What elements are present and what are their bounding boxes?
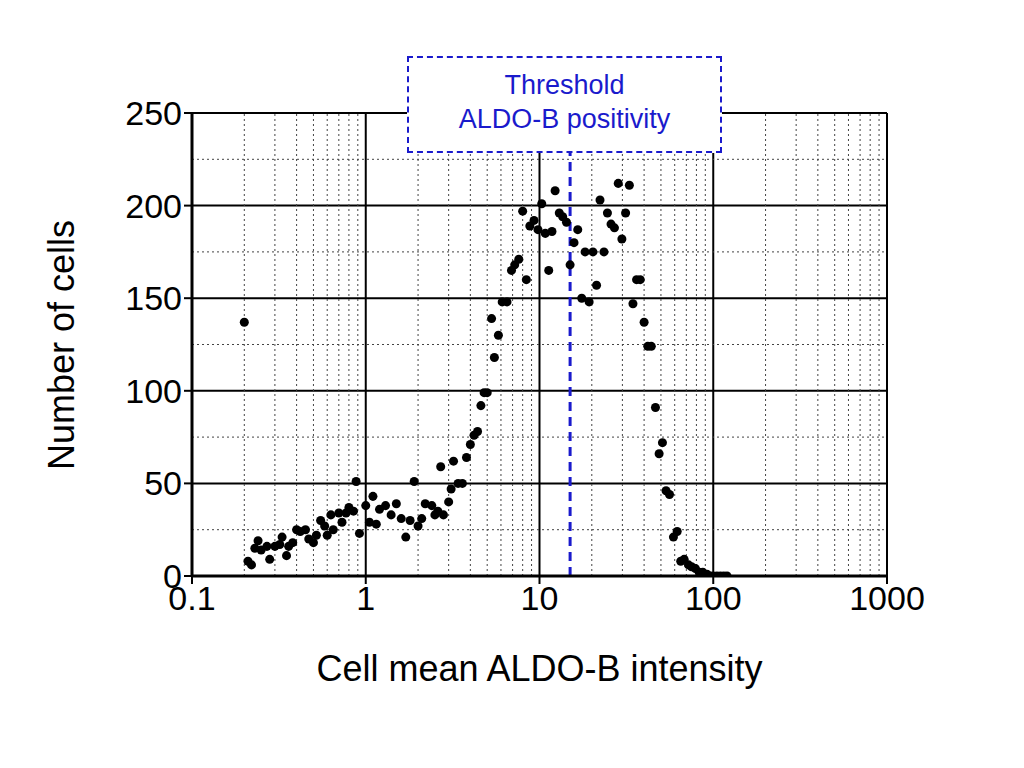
html-text:Threshold: Threshold	[504, 70, 625, 100]
svg-text:1: 1	[356, 579, 375, 617]
svg-text:0.1: 0.1	[168, 579, 216, 618]
svg-text:50: 50	[144, 464, 182, 502]
html-text:Cell mean ALDO-B intensity: Cell mean ALDO-B intensity	[316, 648, 763, 689]
svg-text:100: 100	[125, 372, 182, 410]
svg-text:250: 250	[125, 94, 182, 132]
svg-text:1000: 1000	[849, 579, 925, 617]
svg-text:200: 200	[125, 187, 182, 225]
svg-text:150: 150	[125, 279, 182, 317]
svg-text:10: 10	[521, 579, 559, 617]
svg-text:0: 0	[163, 557, 182, 595]
html-text:Number of cells: Number of cells	[41, 219, 82, 470]
html-text:ALDO-B positivity: ALDO-B positivity	[458, 104, 671, 134]
svg-text:100: 100	[685, 579, 742, 617]
